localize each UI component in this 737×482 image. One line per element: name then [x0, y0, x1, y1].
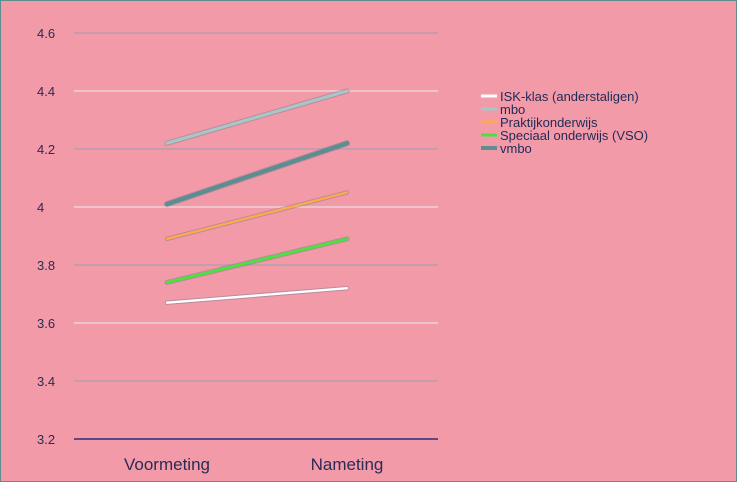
x-category-label: Nameting [311, 455, 384, 474]
legend-label: Speciaal onderwijs (VSO) [500, 128, 648, 143]
series-line [165, 237, 349, 284]
series-lines [163, 88, 351, 305]
legend-label: mbo [500, 102, 525, 117]
y-tick-label: 4.4 [37, 84, 55, 99]
legend-label: Praktijkonderwijs [500, 115, 598, 130]
series-line [165, 287, 349, 304]
series-line [164, 141, 350, 207]
y-tick-label: 4.2 [37, 142, 55, 157]
series-line [165, 89, 349, 145]
legend: ISK-klas (anderstaligen)mboPraktijkonder… [481, 89, 648, 156]
y-tick-label: 3.2 [37, 432, 55, 447]
x-category-label: Voormeting [124, 455, 210, 474]
y-tick-label: 4 [37, 200, 44, 215]
y-tick-label: 3.8 [37, 258, 55, 273]
grid-layer [74, 32, 438, 440]
legend-label: ISK-klas (anderstaligen) [500, 89, 639, 104]
legend-label: vmbo [500, 141, 532, 156]
x-category-labels: Voormeting Nameting [124, 455, 383, 474]
series-line [165, 191, 349, 241]
y-tick-labels: 3.2 3.4 3.6 3.8 4 4.2 4.4 4.6 [37, 26, 55, 447]
y-tick-label: 4.6 [37, 26, 55, 41]
y-tick-label: 3.4 [37, 374, 55, 389]
y-tick-label: 3.6 [37, 316, 55, 331]
